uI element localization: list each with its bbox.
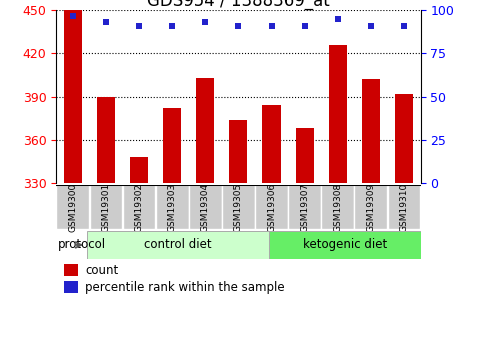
Point bbox=[300, 23, 308, 29]
Text: GSM19305: GSM19305 bbox=[233, 183, 243, 231]
FancyBboxPatch shape bbox=[222, 186, 254, 228]
Bar bbox=[163, 108, 181, 183]
Text: protocol: protocol bbox=[58, 238, 106, 252]
Text: GSM19306: GSM19306 bbox=[266, 183, 275, 231]
Text: GSM19309: GSM19309 bbox=[366, 183, 375, 231]
Bar bbox=[196, 78, 214, 183]
FancyBboxPatch shape bbox=[156, 186, 188, 228]
FancyBboxPatch shape bbox=[188, 186, 221, 228]
Point bbox=[102, 20, 110, 25]
FancyBboxPatch shape bbox=[354, 186, 386, 228]
Point bbox=[135, 23, 142, 29]
Bar bbox=[262, 105, 280, 183]
Text: GSM19302: GSM19302 bbox=[134, 183, 143, 231]
Bar bbox=[63, 281, 78, 293]
Point bbox=[399, 23, 407, 29]
Point bbox=[366, 23, 374, 29]
Text: control diet: control diet bbox=[143, 238, 211, 252]
Bar bbox=[130, 157, 148, 183]
Point bbox=[234, 23, 242, 29]
Bar bbox=[394, 94, 412, 183]
Bar bbox=[328, 45, 346, 183]
Bar bbox=[86, 231, 268, 259]
Bar bbox=[63, 264, 78, 276]
Text: GSM19303: GSM19303 bbox=[167, 183, 176, 231]
Text: GSM19301: GSM19301 bbox=[101, 183, 110, 231]
Point bbox=[267, 23, 275, 29]
Text: GSM19307: GSM19307 bbox=[300, 183, 308, 231]
Bar bbox=[97, 97, 115, 183]
FancyBboxPatch shape bbox=[122, 186, 155, 228]
FancyBboxPatch shape bbox=[89, 186, 122, 228]
Bar bbox=[63, 10, 81, 183]
Text: GSM19308: GSM19308 bbox=[332, 183, 342, 231]
Text: ketogenic diet: ketogenic diet bbox=[302, 238, 386, 252]
Text: GSM19304: GSM19304 bbox=[201, 183, 209, 231]
Point bbox=[201, 20, 209, 25]
FancyBboxPatch shape bbox=[287, 186, 320, 228]
FancyBboxPatch shape bbox=[321, 186, 353, 228]
Bar bbox=[361, 79, 379, 183]
Point bbox=[333, 16, 341, 22]
FancyBboxPatch shape bbox=[56, 186, 89, 228]
Text: percentile rank within the sample: percentile rank within the sample bbox=[85, 281, 285, 294]
FancyBboxPatch shape bbox=[255, 186, 287, 228]
Bar bbox=[295, 128, 313, 183]
Bar bbox=[268, 231, 420, 259]
Text: count: count bbox=[85, 264, 119, 277]
Text: GSM19300: GSM19300 bbox=[68, 183, 77, 231]
Text: GSM19310: GSM19310 bbox=[399, 183, 407, 231]
Bar bbox=[229, 120, 247, 183]
FancyBboxPatch shape bbox=[387, 186, 420, 228]
Point bbox=[168, 23, 176, 29]
Title: GDS954 / 1388369_at: GDS954 / 1388369_at bbox=[147, 0, 329, 10]
Point bbox=[69, 13, 77, 18]
